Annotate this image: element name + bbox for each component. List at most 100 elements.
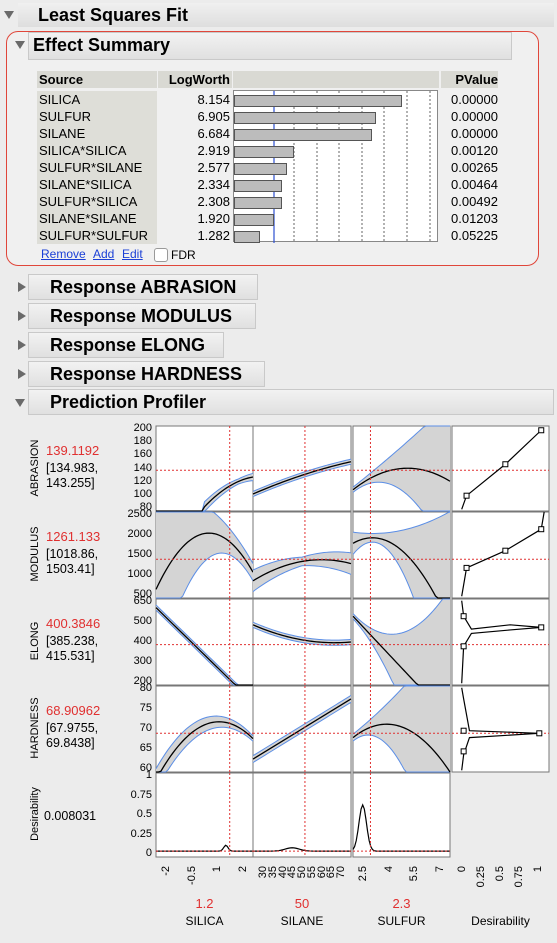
- prediction-curve: [352, 467, 451, 491]
- factor-current-value[interactable]: 50: [294, 896, 310, 911]
- desirability-axis-title: Desirability: [471, 914, 530, 928]
- disclosure-triangle-icon[interactable]: [18, 282, 26, 292]
- effect-pvalue-cell: 0.00000: [451, 126, 498, 141]
- response-header[interactable]: Response ELONG: [28, 332, 224, 358]
- response-predicted-value[interactable]: 139.1192: [46, 443, 100, 458]
- effect-logworth-cell: 6.905: [197, 109, 230, 124]
- effect-source-cell[interactable]: SILANE: [37, 125, 157, 142]
- desirability-tick-label: 0.5: [494, 866, 506, 882]
- response-title: Response ELONG: [50, 335, 206, 355]
- x-tick-label: 1: [211, 866, 224, 873]
- ci-upper-curve: [252, 621, 352, 641]
- desirability-handle: [460, 613, 467, 620]
- factor-current-value[interactable]: 1.2: [195, 896, 214, 911]
- effect-pvalue-cell: 0.00000: [451, 92, 498, 107]
- least-squares-header[interactable]: Least Squares Fit: [18, 3, 554, 27]
- response-header[interactable]: Response HARDNESS: [28, 361, 265, 387]
- desirability-handle: [463, 564, 470, 571]
- col-bar-header: [233, 71, 439, 88]
- effect-pvalue-cell: 0.00265: [451, 160, 498, 175]
- desirability-tick-label: 0: [456, 866, 468, 873]
- prediction-profiler-header[interactable]: Prediction Profiler: [28, 389, 554, 415]
- factor-axis-title: SULFUR: [377, 914, 426, 928]
- profiler-cell: [451, 598, 550, 686]
- response-header[interactable]: Response MODULUS: [28, 303, 256, 329]
- factor-current-value[interactable]: 2.3: [392, 896, 411, 911]
- y-tick-label: 400: [133, 635, 152, 647]
- response-title: Response HARDNESS: [50, 364, 243, 384]
- disclosure-triangle-icon[interactable]: [15, 41, 25, 49]
- y-tick-label: 300: [133, 655, 152, 667]
- response-predicted-value[interactable]: 68.90962: [46, 703, 101, 718]
- remove-link[interactable]: Remove: [41, 247, 86, 261]
- response-predicted-value[interactable]: 400.3846: [46, 616, 101, 631]
- y-tick-label: 0.25: [130, 827, 152, 840]
- confidence-band: [253, 551, 351, 592]
- profiler-cell: [352, 772, 451, 858]
- desirability-handle: [538, 427, 545, 434]
- response-ci-upper: 415.531]: [46, 649, 95, 663]
- y-tick-label: 650: [133, 595, 152, 607]
- prediction-curve: [155, 607, 253, 686]
- effect-source-cell[interactable]: SULFUR*SILICA: [37, 193, 157, 210]
- response-header[interactable]: Response ABRASION: [28, 274, 258, 300]
- desirability-tick-label: 0.75: [513, 866, 525, 888]
- ci-upper-curve: [352, 511, 451, 535]
- ci-lower-curve: [252, 701, 352, 763]
- profiler-cell: [155, 598, 254, 686]
- logworth-bar: [234, 231, 261, 243]
- confidence-band: [353, 599, 450, 685]
- y-tick-label: 100: [133, 487, 152, 500]
- add-link[interactable]: Add: [93, 247, 115, 261]
- response-axis-label: ABRASION: [29, 439, 41, 496]
- ci-upper-curve: [352, 598, 450, 635]
- prediction-curve: [156, 476, 254, 512]
- effect-source-cell[interactable]: SILICA: [37, 91, 157, 108]
- y-tick-label: 0.75: [130, 788, 152, 801]
- y-tick-label: 500: [133, 615, 152, 627]
- disclosure-triangle-icon[interactable]: [18, 369, 26, 379]
- ci-upper-curve: [352, 425, 450, 488]
- logworth-bar: [234, 197, 282, 209]
- profiler-plots[interactable]: [0, 416, 557, 943]
- col-pvalue-header[interactable]: PValue: [441, 71, 498, 88]
- effect-source-cell[interactable]: SULFUR*SULFUR: [37, 227, 157, 244]
- col-pvalue-label: PValue: [455, 72, 498, 87]
- col-logworth-header[interactable]: LogWorth: [158, 71, 232, 88]
- prediction-curve: [156, 721, 254, 773]
- desirability-value: 0.008031: [44, 809, 97, 823]
- effect-summary-header[interactable]: Effect Summary: [28, 32, 512, 60]
- y-tick-label: 200: [133, 422, 152, 434]
- disclosure-triangle-icon[interactable]: [4, 11, 14, 19]
- effect-source-cell[interactable]: SULFUR*SILANE: [37, 159, 157, 176]
- effect-source-cell[interactable]: SULFUR: [37, 108, 157, 125]
- effect-source-cell[interactable]: SILANE*SILANE: [37, 210, 157, 227]
- response-predicted-value[interactable]: 1261.133: [46, 529, 101, 544]
- profiler-cell: [252, 772, 352, 858]
- y-tick-label: 160: [133, 448, 152, 461]
- prediction-profiler-title: Prediction Profiler: [50, 392, 207, 412]
- prediction-curve: [352, 537, 450, 599]
- fdr-checkbox[interactable]: [154, 248, 168, 262]
- confidence-band: [156, 512, 253, 598]
- desirability-handle: [502, 461, 509, 468]
- disclosure-triangle-icon[interactable]: [15, 399, 25, 407]
- effect-pvalue-cell: 0.01203: [451, 211, 498, 226]
- response-title: Response MODULUS: [50, 306, 233, 326]
- ci-upper-curve: [252, 695, 352, 757]
- effect-logworth-cell: 2.334: [197, 177, 230, 192]
- y-tick-label: 500: [133, 588, 152, 600]
- ci-lower-curve: [252, 565, 352, 592]
- ci-lower-curve: [156, 726, 254, 773]
- effect-source-cell[interactable]: SILICA*SILICA: [37, 142, 157, 159]
- disclosure-triangle-icon[interactable]: [18, 311, 26, 321]
- edit-link[interactable]: Edit: [122, 247, 143, 261]
- desirability-handle: [460, 748, 467, 755]
- x-tick-label: 4: [382, 866, 395, 873]
- x-tick-label: -0.5: [185, 866, 198, 885]
- col-source-header[interactable]: Source: [37, 71, 157, 88]
- response-ci-upper: 143.255]: [46, 476, 95, 490]
- disclosure-triangle-icon[interactable]: [18, 340, 26, 350]
- ci-upper-curve: [156, 511, 254, 564]
- effect-source-cell[interactable]: SILANE*SILICA: [37, 176, 157, 193]
